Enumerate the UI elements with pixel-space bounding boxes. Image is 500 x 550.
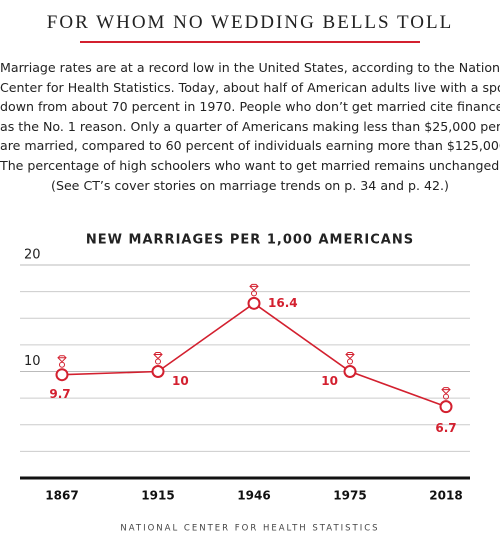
point — [247, 296, 261, 310]
point — [151, 365, 165, 378]
ring-gem — [249, 283, 259, 292]
body-line: (See CT’s cover stories on marriage tren… — [51, 177, 449, 193]
ring-icon — [441, 387, 451, 400]
ring-gem — [153, 352, 163, 360]
body-line: Marriage rates are at a record low in th… — [0, 60, 500, 75]
point — [55, 368, 69, 382]
x-tick-label: 1946 — [237, 489, 270, 503]
x-tick-label: 1915 — [141, 489, 174, 503]
line — [61, 302, 447, 408]
value-label: 16.4 — [268, 296, 298, 310]
title: FOR WHOM NO WEDDING BELLS TOLL — [46, 12, 454, 33]
title-rule — [80, 41, 420, 43]
ring-gem — [441, 387, 451, 395]
y-tick-label: 20 — [24, 248, 41, 263]
value-label: 9.7 — [49, 387, 70, 401]
x-tick-label: 1975 — [333, 489, 366, 503]
value-label: 10 — [172, 374, 189, 388]
value-label: 10 — [321, 374, 338, 388]
ring-band — [443, 393, 449, 400]
source: NATIONAL CENTER FOR HEALTH STATISTICS — [120, 524, 379, 534]
y-tick-label: 10 — [24, 354, 41, 369]
body-line: The percentage of high schoolers who wan… — [0, 157, 500, 173]
value-label: 6.7 — [435, 421, 456, 435]
body-text: Marriage rates are at a record low in th… — [0, 58, 500, 195]
chart-title: NEW MARRIAGES PER 1,000 AMERICANS — [86, 233, 414, 248]
point — [343, 365, 357, 378]
ring-icon — [153, 352, 163, 365]
ring-band — [59, 361, 65, 368]
ring-icon — [345, 352, 355, 365]
ring-gem — [57, 355, 67, 363]
ring-band — [251, 290, 257, 297]
ring-icon — [249, 283, 259, 297]
body-line: as the No. 1 reason. Only a quarter of A… — [0, 118, 500, 134]
ring-icon — [57, 355, 67, 368]
body-line: Center for Health Statistics. Today, abo… — [0, 79, 500, 95]
x-tick-label: 2018 — [429, 489, 462, 503]
ring-gem — [345, 352, 355, 360]
x-tick-label: 1867 — [45, 489, 78, 503]
ring-band — [347, 358, 353, 365]
ring-band — [155, 358, 161, 365]
point — [439, 400, 453, 414]
body-line: down from about 70 percent in 1970. Peop… — [0, 99, 500, 115]
body-line: are married, compared to 60 percent of i… — [0, 138, 500, 154]
